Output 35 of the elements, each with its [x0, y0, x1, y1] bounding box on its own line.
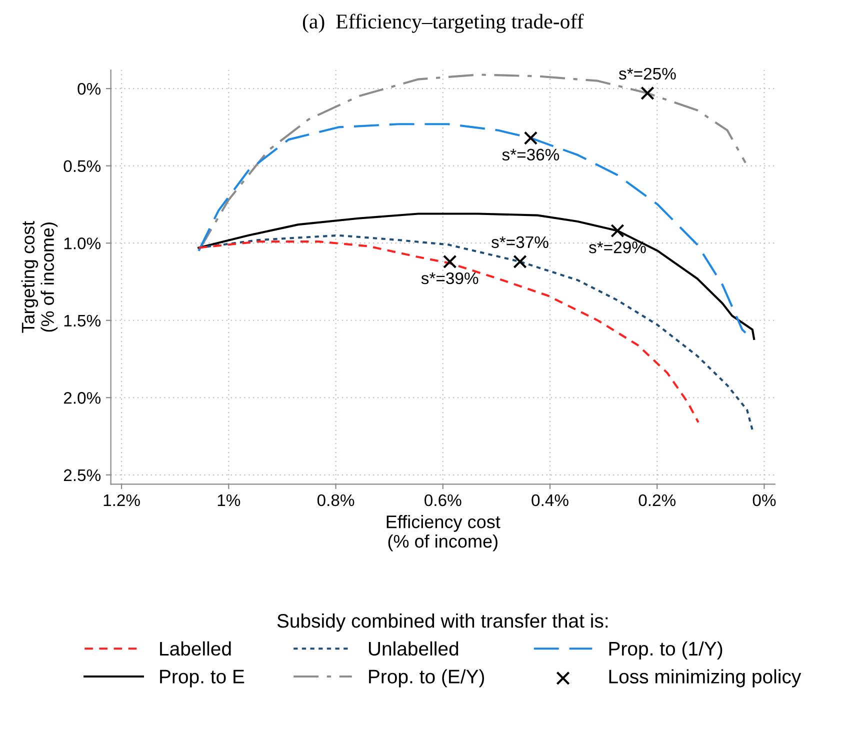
legend-label: Loss minimizing policy	[609, 669, 802, 688]
x-tick-label: 1%	[218, 494, 240, 506]
annotation: s*=36%	[502, 148, 560, 161]
legend-label: Prop. to E	[160, 670, 244, 688]
line-series	[198, 212, 756, 340]
legend-label: Labelled	[160, 641, 231, 656]
annotation: s*=39%	[421, 272, 478, 284]
y-tick-label: 0.5%	[64, 160, 101, 172]
point	[513, 254, 527, 269]
x-tick-label: 0%	[752, 494, 776, 506]
y-tick-label: 1.5%	[64, 314, 101, 327]
point	[640, 86, 654, 100]
x-axis-title: Efficiency cost (% of income)	[386, 514, 500, 552]
chart-title: (a) Efficiency–targeting trade-off	[302, 14, 584, 33]
point	[442, 254, 457, 269]
annotation: s*=37%	[492, 236, 548, 248]
x-tick-label: 0.6%	[424, 494, 462, 506]
legend-label: Unlabelled	[368, 641, 458, 656]
legend-label: Prop. to (E/Y)	[369, 669, 484, 688]
x-tick-label: 1.2%	[104, 494, 140, 506]
line-series	[198, 123, 747, 334]
annotation: s*=25%	[618, 68, 676, 80]
legend-label: Prop. to (1/Y)	[609, 641, 722, 660]
legend-title: Subsidy combined with transfer that is:	[277, 614, 608, 632]
y-tick-label: 2.0%	[64, 392, 101, 404]
point	[610, 224, 624, 238]
annotation: s*=29%	[588, 241, 646, 254]
x-tick-label: 0.4%	[532, 494, 568, 506]
point	[524, 131, 538, 145]
x-tick-label: 0.8%	[317, 494, 354, 506]
y-tick-label: 0%	[78, 82, 101, 95]
y-tick-label: 1.0%	[64, 238, 101, 250]
y-axis-title: Targeting cost (% of income)	[21, 221, 58, 333]
x-tick-label: 0.2%	[638, 494, 676, 506]
y-tick-label: 2.5%	[64, 469, 101, 482]
